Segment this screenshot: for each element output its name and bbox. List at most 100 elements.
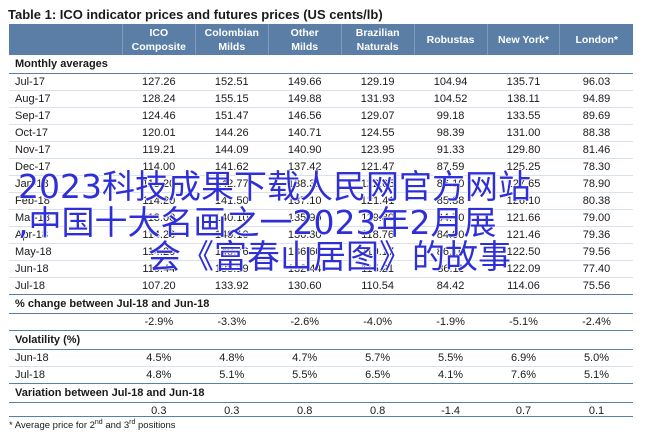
table-cell: -4.0% — [363, 316, 392, 328]
table-row: Jun-18 4.5% 4.8% 4.7% 5.7% 5.5% 6.9% 5.0% — [9, 349, 633, 367]
table-cell: 133.55 — [487, 107, 560, 125]
section-label: % change between Jul-18 and Jun-18 — [9, 294, 633, 314]
footnote-sup-nd: nd — [94, 419, 103, 426]
table-cell: 123.95 — [341, 141, 415, 159]
table-cell: 119.80 — [341, 209, 415, 227]
table-cell: 80.38 — [559, 192, 633, 210]
table-cell: 0.8 — [369, 405, 386, 417]
table-cell: 4.5% — [122, 349, 196, 367]
table-cell: 104.94 — [414, 73, 488, 91]
table-cell: 4.8% — [146, 369, 172, 381]
table-cell: 129.07 — [341, 107, 415, 125]
row-label: Apr-18 — [9, 226, 123, 244]
table-body: Monthly averages Jul-17 127.26 152.51 149.6… — [9, 55, 633, 419]
table-cell: 104.52 — [414, 90, 488, 108]
table-cell: 140.90 — [268, 141, 342, 159]
table-cell: -1.9% — [436, 316, 465, 328]
row-label: Jun-18 — [9, 260, 123, 278]
table-cell: 124.46 — [122, 107, 196, 125]
table-cell: 88.38 — [559, 124, 633, 142]
table-cell: 129.80 — [487, 141, 560, 159]
section-variation: Variation between Jul-18 and Jun-18 — [9, 383, 633, 403]
row-label: Jul-18 — [15, 280, 45, 292]
table-cell: 146.56 — [268, 107, 342, 125]
row-label: Oct-17 — [9, 124, 123, 142]
table-cell: 141.50 — [195, 192, 269, 210]
table-cell: 78.90 — [559, 175, 633, 193]
table-cell: 84.42 — [436, 280, 465, 292]
table-cell: 4.8% — [195, 349, 269, 367]
table-cell: 144.09 — [195, 141, 269, 159]
table-cell: 136.30 — [268, 226, 342, 244]
table-cell: 132.44 — [268, 260, 342, 278]
table-cell: -3.3% — [217, 316, 247, 328]
table-cell: 121.47 — [341, 158, 415, 176]
header-blank — [9, 24, 123, 55]
table-cell: 136.60 — [268, 243, 342, 261]
table-cell: 120.01 — [122, 124, 196, 142]
table-cell: 130.60 — [287, 280, 322, 292]
table-cell: 91.33 — [414, 141, 488, 159]
table-cell: 122.50 — [487, 243, 560, 261]
table-cell: 5.5% — [414, 349, 488, 367]
table-cell: 113.00 — [122, 209, 196, 227]
header-new-york: New York* — [486, 24, 560, 55]
table-cell: 114.20 — [122, 226, 196, 244]
table-cell: 133.92 — [214, 280, 249, 292]
table-cell: 86.10 — [414, 243, 488, 261]
footnote-suffix: positions — [135, 420, 176, 432]
table-cell: 7.6% — [510, 369, 537, 381]
table-cell: 85.38 — [414, 192, 488, 210]
table-cell: 115.20 — [122, 175, 196, 193]
table-cell: 129.19 — [341, 73, 415, 91]
row-label: Jul-17 — [9, 73, 123, 91]
section-label: Volatility (%) — [9, 330, 633, 350]
row-label: Jul-18 — [15, 369, 45, 381]
table-cell: 114.20 — [122, 192, 196, 210]
table-cell: 149.66 — [268, 73, 342, 91]
table-cell: 118.76 — [341, 226, 415, 244]
table-cell: 131.00 — [487, 124, 560, 142]
price-table: ICO Composite Colombian Milds Other Milds B… — [9, 24, 633, 419]
table-cell: 99.18 — [414, 107, 488, 125]
table-cell: 137.42 — [268, 158, 342, 176]
table-cell: 127.26 — [122, 73, 196, 91]
price-table-container: ICO Composite Colombian Milds Other Milds B… — [9, 24, 633, 419]
table-cell: 140.71 — [268, 124, 342, 142]
table-row: Apr-18 114.20 140.10 136.30 118.76 84.90 121.4… — [9, 226, 633, 244]
table-cell: 126.10 — [487, 192, 560, 210]
table-cell: 75.56 — [582, 280, 611, 292]
table-cell: 84.70 — [414, 209, 488, 227]
table-cell: 138.11 — [487, 90, 560, 108]
section-volatility: Volatility (%) — [9, 330, 633, 350]
table-cell: 78.30 — [559, 158, 633, 176]
table-row: Jul-18 107.20 133.92 130.60 110.54 84.42 114.0… — [9, 278, 633, 295]
table-row: Jul-17 127.26 152.51 149.66 129.19 104.94 135.… — [9, 73, 633, 91]
table-cell: 6.5% — [365, 369, 391, 381]
table-cell: 135.19 — [195, 260, 269, 278]
bottom-rule — [9, 416, 633, 417]
table-cell: 140.76 — [195, 243, 269, 261]
header-colombian-milds: Colombian Milds — [194, 24, 269, 55]
row-label: Nov-17 — [9, 141, 123, 159]
table-cell: 81.46 — [559, 141, 633, 159]
table-cell: -1.4 — [441, 405, 461, 417]
table-cell: 124.55 — [341, 124, 415, 142]
table-cell: 0.3 — [151, 405, 167, 417]
table-cell: 98.39 — [414, 124, 488, 142]
table-cell: 96.03 — [559, 73, 633, 91]
header-ico-composite: ICO Composite — [121, 24, 196, 55]
table-cell: 149.88 — [268, 90, 342, 108]
table-row: Jan-18 115.20 142.77 138.31 122.05 86.10 127.6… — [9, 175, 633, 193]
table-cell: 6.9% — [487, 349, 560, 367]
table-cell: 5.7% — [341, 349, 415, 367]
section-percent-change: % change between Jul-18 and Jun-18 — [9, 294, 633, 314]
table-cell: 0.1 — [588, 405, 605, 417]
header-row: ICO Composite Colombian Milds Other Milds B… — [9, 24, 633, 55]
table-cell: 77.40 — [559, 260, 633, 278]
section-label: Variation between Jul-18 and Jun-18 — [9, 383, 633, 403]
table-cell: 140.10 — [195, 209, 269, 227]
section-monthly-averages: Monthly averages — [9, 55, 633, 74]
row-label: Feb-18 — [9, 192, 123, 210]
table-cell: 0.3 — [224, 405, 240, 417]
